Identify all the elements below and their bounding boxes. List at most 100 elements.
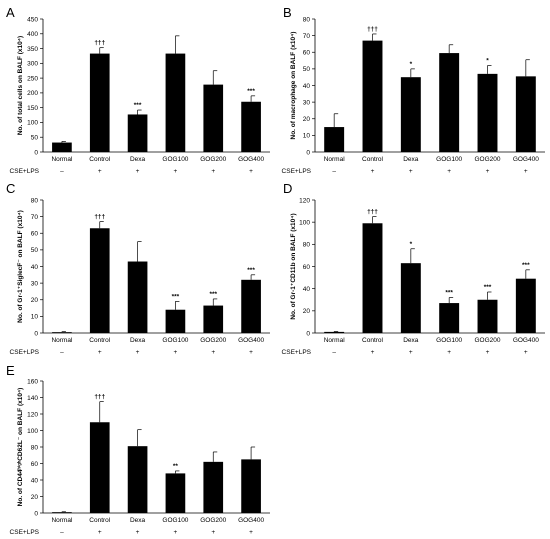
treatment-sign: + bbox=[371, 168, 375, 175]
bar bbox=[203, 461, 224, 513]
bar bbox=[241, 459, 261, 513]
y-tick-label: 30 bbox=[31, 280, 39, 287]
bar bbox=[127, 446, 148, 513]
category-label: Dexa bbox=[130, 337, 146, 344]
bar bbox=[52, 142, 72, 152]
treatment-label: CSE+LPS bbox=[10, 168, 40, 175]
treatment-sign: + bbox=[211, 168, 215, 175]
bar bbox=[324, 331, 345, 333]
y-tick-label: 250 bbox=[27, 75, 38, 82]
y-tick-label: 120 bbox=[27, 411, 38, 418]
bar bbox=[165, 53, 186, 152]
category-label: GOG100 bbox=[436, 156, 462, 163]
category-label: Dexa bbox=[130, 517, 146, 524]
category-label: Dexa bbox=[130, 156, 146, 163]
treatment-sign: + bbox=[136, 529, 140, 536]
y-tick-label: 50 bbox=[31, 135, 39, 142]
treatment-label: CSE+LPS bbox=[10, 349, 40, 356]
treatment-sign: – bbox=[60, 168, 64, 175]
category-label: Normal bbox=[51, 337, 73, 344]
y-tick-label: 80 bbox=[31, 197, 39, 204]
y-tick-label: 450 bbox=[27, 16, 38, 23]
treatment-sign: + bbox=[249, 349, 253, 356]
category-label: GOG200 bbox=[200, 337, 226, 344]
category-label: Dexa bbox=[403, 337, 419, 344]
treatment-sign: – bbox=[332, 349, 336, 356]
significance-marker: ††† bbox=[94, 40, 105, 47]
bar bbox=[52, 332, 72, 333]
y-tick-label: 60 bbox=[303, 264, 311, 271]
panel-c: C 0 10 20 30 40 50 60 70 80 No. of Gr-1⁺SiglecF⁻ o… bbox=[6, 181, 270, 356]
panel-letter: A bbox=[6, 5, 15, 20]
y-tick-label: 0 bbox=[306, 330, 310, 337]
category-label: Control bbox=[362, 337, 384, 344]
significance-marker: ††† bbox=[94, 214, 105, 221]
y-axis-label: No. of CD44ʰⁱᵍʰCD62L⁻ on BALF (x10⁴) bbox=[17, 388, 24, 507]
category-label: GOG200 bbox=[200, 517, 226, 524]
treatment-sign: + bbox=[249, 529, 253, 536]
significance-marker: * bbox=[410, 241, 413, 248]
treatment-sign: + bbox=[447, 168, 451, 175]
y-tick-label: 20 bbox=[303, 116, 311, 123]
y-tick-label: 300 bbox=[27, 61, 38, 68]
category-label: GOG400 bbox=[238, 337, 264, 344]
category-label: Control bbox=[362, 156, 384, 163]
y-tick-label: 10 bbox=[303, 133, 311, 140]
significance-marker: *** bbox=[522, 262, 530, 269]
category-label: GOG400 bbox=[513, 337, 539, 344]
category-label: GOG400 bbox=[513, 156, 539, 163]
treatment-sign: + bbox=[98, 529, 102, 536]
category-label: GOG200 bbox=[474, 337, 500, 344]
treatment-sign: + bbox=[211, 349, 215, 356]
significance-marker: *** bbox=[484, 284, 492, 291]
y-tick-label: 20 bbox=[31, 494, 39, 501]
significance-marker: * bbox=[486, 58, 489, 65]
treatment-sign: + bbox=[409, 349, 413, 356]
y-axis-label: No. of total cells on BALF (x10⁴) bbox=[17, 36, 24, 135]
bar bbox=[362, 40, 383, 152]
panel-d: D 0 20 40 60 80 100 120 No. of Gr-1⁺CD11b on BAL… bbox=[282, 181, 545, 356]
bar bbox=[439, 53, 460, 152]
bar bbox=[324, 127, 345, 152]
treatment-sign: + bbox=[486, 168, 490, 175]
bar bbox=[165, 309, 186, 333]
treatment-sign: – bbox=[60, 349, 64, 356]
category-label: Dexa bbox=[403, 156, 419, 163]
y-tick-label: 120 bbox=[299, 197, 310, 204]
significance-marker: *** bbox=[445, 290, 453, 297]
significance-marker: *** bbox=[134, 102, 142, 109]
bar bbox=[127, 261, 148, 333]
y-tick-label: 30 bbox=[303, 99, 311, 106]
bar bbox=[400, 77, 421, 152]
y-axis-label: No. of macrophage on BALF (x10⁴) bbox=[290, 32, 297, 140]
y-tick-label: 60 bbox=[31, 461, 39, 468]
treatment-label: CSE+LPS bbox=[10, 529, 40, 536]
treatment-sign: + bbox=[174, 529, 178, 536]
bar bbox=[89, 422, 110, 513]
category-label: GOG100 bbox=[162, 156, 188, 163]
treatment-sign: + bbox=[174, 349, 178, 356]
y-tick-label: 20 bbox=[303, 308, 311, 315]
panel-letter: E bbox=[6, 363, 15, 378]
treatment-sign: + bbox=[409, 168, 413, 175]
y-tick-label: 80 bbox=[31, 444, 39, 451]
bar bbox=[400, 263, 421, 333]
treatment-label: CSE+LPS bbox=[282, 349, 312, 356]
significance-marker: *** bbox=[172, 293, 180, 300]
y-tick-label: 100 bbox=[299, 219, 310, 226]
panel-letter: B bbox=[283, 5, 292, 20]
significance-marker: *** bbox=[247, 88, 255, 95]
treatment-sign: – bbox=[60, 529, 64, 536]
treatment-sign: + bbox=[136, 168, 140, 175]
category-label: GOG200 bbox=[200, 156, 226, 163]
y-tick-label: 350 bbox=[27, 46, 38, 53]
bar bbox=[477, 73, 498, 152]
bar bbox=[203, 84, 224, 152]
bar bbox=[241, 101, 261, 152]
treatment-sign: + bbox=[249, 168, 253, 175]
y-tick-label: 100 bbox=[27, 120, 38, 127]
bar bbox=[165, 473, 186, 513]
significance-marker: * bbox=[410, 61, 413, 68]
treatment-label: CSE+LPS bbox=[282, 168, 312, 175]
